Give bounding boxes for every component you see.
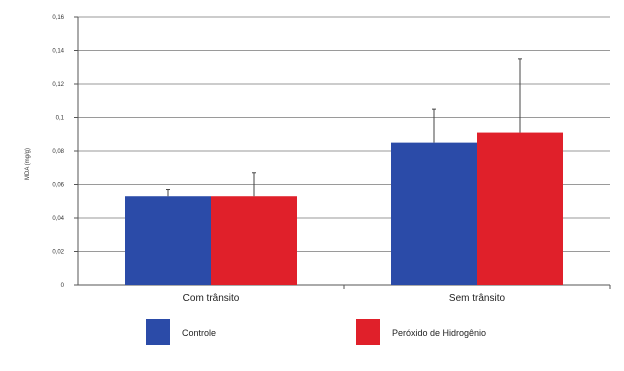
legend-swatch (146, 319, 170, 345)
y-tick-label: 0,06 (52, 183, 64, 189)
y-tick-label: 0,04 (52, 216, 64, 222)
x-category-label: Com trânsito (183, 293, 240, 304)
y-tick-label: 0,14 (52, 49, 64, 55)
bar (125, 196, 211, 285)
error-bars (166, 58, 522, 197)
bar (391, 142, 477, 285)
category-labels: Com trânsito Sem trânsito (183, 285, 611, 304)
legend: Controle Peróxido de Hidrogênio (146, 319, 486, 345)
legend-swatch (356, 319, 380, 345)
x-category-label: Sem trânsito (449, 293, 506, 304)
y-tick-label: 0,16 (52, 15, 64, 21)
bars (125, 132, 563, 285)
bar (477, 132, 563, 285)
y-tick-label: 0,08 (52, 149, 64, 155)
y-axis-title: MDA (mg/g) (25, 148, 31, 180)
y-tick-label: 0,02 (52, 250, 64, 256)
y-tick-label: 0,12 (52, 82, 64, 88)
y-tick-label: 0 (61, 283, 65, 289)
y-tick-label: 0,1 (56, 116, 65, 122)
y-tick-labels: 0 0,02 0,04 0,06 0,08 0,1 0,12 0,14 0,16 (52, 15, 78, 289)
bar (211, 196, 297, 285)
legend-label: Peróxido de Hidrogênio (392, 328, 486, 338)
legend-label: Controle (182, 328, 216, 338)
